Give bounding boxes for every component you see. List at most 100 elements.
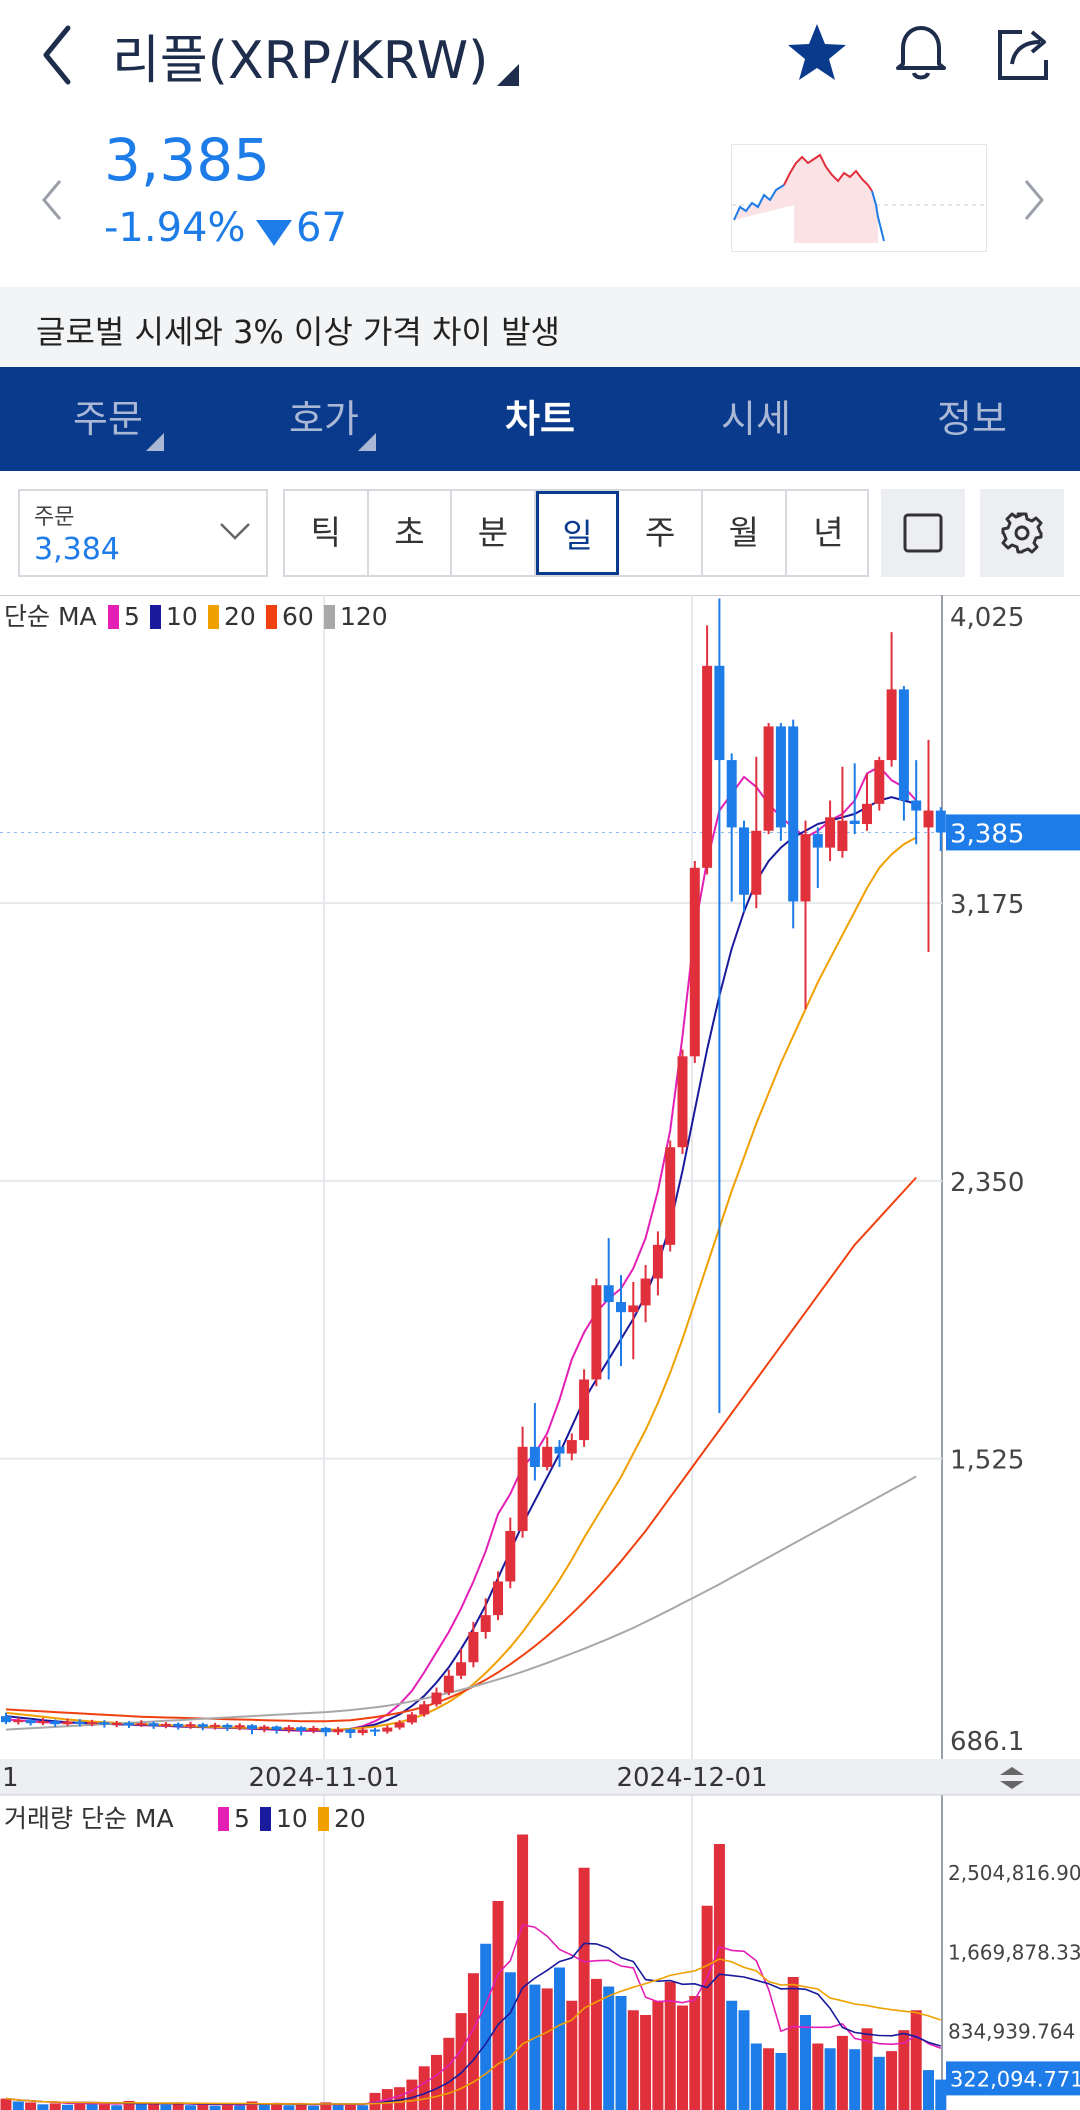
volume-legend-swatch	[218, 1807, 229, 1831]
order-select-label: 주문	[34, 505, 75, 530]
volume-bar	[566, 2000, 578, 2110]
period-week-button[interactable]: 주	[619, 491, 703, 575]
candle-body	[99, 1722, 110, 1725]
tab-chart[interactable]: 차트	[432, 367, 648, 471]
tab-order[interactable]: 주문	[0, 367, 216, 471]
candle-body	[210, 1724, 221, 1727]
price-chart[interactable]: 1 2024-11-01 2024-12-01 단순 MA 5 10 20 60 120 4,02…	[0, 595, 1080, 2110]
ma-legend-label: 20	[224, 602, 256, 631]
candle-body	[911, 800, 922, 811]
candle-body	[640, 1278, 651, 1306]
candle-body	[111, 1722, 122, 1725]
tab-info[interactable]: 정보	[864, 367, 1080, 471]
volume-ma-line-20	[5, 1958, 942, 2105]
volume-legend-label: 5	[234, 1804, 250, 1833]
tab-label: 주문	[73, 397, 143, 441]
volume-bar	[640, 2015, 652, 2110]
candle-body	[542, 1446, 553, 1468]
candle-body	[480, 1615, 491, 1632]
volume-bar	[344, 2104, 356, 2110]
candle-body	[898, 689, 909, 801]
candle-body	[874, 760, 885, 804]
order-type-select[interactable]	[18, 489, 268, 577]
candle-body	[566, 1440, 577, 1454]
period-minute-button[interactable]: 분	[452, 491, 536, 575]
candle-body	[800, 834, 811, 902]
volume-bar	[800, 2015, 811, 2110]
volume-bar	[812, 2043, 824, 2110]
candle-body	[554, 1446, 565, 1454]
volume-bar	[246, 2101, 258, 2110]
candle-body	[603, 1285, 614, 1303]
candle-body	[62, 1721, 73, 1725]
period-second-button[interactable]: 초	[369, 491, 453, 575]
candle-body	[222, 1724, 233, 1728]
ma-legend-swatch	[324, 605, 335, 629]
period-year-button[interactable]: 년	[813, 513, 844, 552]
volume-bar	[726, 2000, 738, 2110]
current-volume-label: 322,094.771	[950, 2067, 1080, 2091]
period-month-button[interactable]: 월	[703, 491, 787, 575]
back-chevron-icon[interactable]	[38, 22, 78, 88]
candle-body	[25, 1720, 36, 1724]
volume-bar	[431, 2054, 442, 2110]
candle-body	[74, 1721, 85, 1724]
chart-type-button[interactable]	[881, 489, 965, 577]
candle-body	[320, 1727, 331, 1733]
previous-coin-icon[interactable]	[38, 175, 68, 225]
volume-bar	[123, 2100, 135, 2110]
volume-bar	[49, 2103, 61, 2110]
bell-icon[interactable]	[888, 18, 954, 84]
star-icon[interactable]	[785, 20, 849, 84]
volume-bar	[935, 2079, 947, 2110]
page-title[interactable]: 리플(XRP/KRW)	[112, 31, 489, 91]
chart-settings-button[interactable]	[980, 489, 1064, 577]
volume-bar	[750, 2043, 762, 2110]
candle-body	[308, 1727, 319, 1731]
candle-body	[259, 1726, 270, 1729]
candle-body	[628, 1305, 639, 1313]
change-amount: 67	[296, 205, 347, 251]
candle-body	[13, 1720, 24, 1723]
ma-line-120	[5, 1475, 917, 1731]
next-coin-icon[interactable]	[1018, 175, 1048, 225]
candle-body	[579, 1379, 590, 1441]
period-tick-button[interactable]: 틱	[285, 491, 369, 575]
candle-body	[296, 1727, 307, 1731]
volume-bar	[221, 2103, 233, 2110]
volume-bar	[197, 2104, 209, 2110]
candle-body	[173, 1723, 184, 1727]
candle-body	[849, 820, 860, 825]
x-axis-label: 2024-12-01	[616, 1763, 767, 1793]
volume-bar	[480, 1943, 492, 2110]
candle-body	[517, 1446, 528, 1531]
ma-line-60	[5, 1176, 917, 1723]
candle-body	[160, 1723, 171, 1726]
volume-bar	[849, 2049, 861, 2110]
candle-body	[665, 1147, 676, 1245]
volume-bar	[886, 2051, 898, 2110]
chart-labels: 1 2024-11-01 2024-12-01 단순 MA 5 10 20 60 120 4,02…	[2, 602, 1080, 2096]
share-icon[interactable]	[992, 20, 1058, 86]
volume-bar	[12, 2101, 24, 2110]
volume-bar	[873, 2056, 885, 2110]
mini-price-chart[interactable]	[731, 144, 987, 252]
candle-body	[763, 726, 774, 831]
current-volume-tag	[946, 2061, 1080, 2096]
volume-bar	[763, 2048, 775, 2110]
volume-bar	[185, 2105, 196, 2110]
period-day-button[interactable]: 일	[535, 491, 620, 575]
candle-body	[812, 834, 823, 848]
tab-label: 정보	[937, 397, 1007, 441]
candle-body	[837, 820, 848, 851]
tab-market[interactable]: 시세	[648, 367, 864, 471]
x-axis-label: 2024-11-01	[248, 1763, 399, 1793]
tab-orderbook[interactable]: 호가	[216, 367, 432, 471]
volume-axis-label: 834,939.764	[948, 2020, 1075, 2044]
candle-body	[935, 810, 946, 833]
candle-body	[677, 1056, 688, 1148]
volume-bar	[74, 2101, 86, 2110]
volume-bar	[98, 2104, 110, 2110]
down-triangle-icon	[256, 220, 292, 246]
title-dropdown-icon[interactable]	[497, 64, 519, 86]
